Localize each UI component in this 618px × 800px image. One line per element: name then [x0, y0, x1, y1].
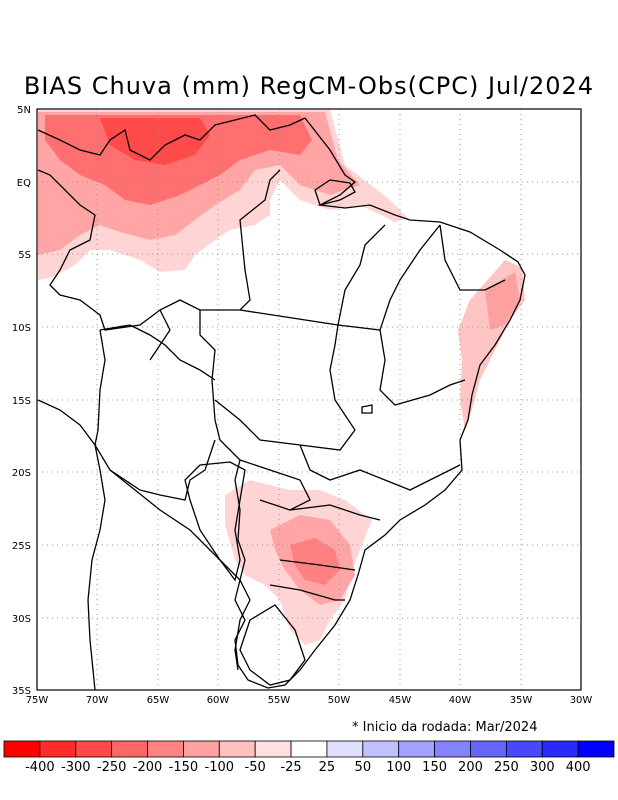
brazil-west-border: [37, 169, 246, 666]
lat-tick: 5S: [18, 250, 31, 261]
lat-tick: 30S: [12, 614, 31, 625]
colorbar-swatch: [577, 740, 615, 758]
state-border-6: [439, 224, 506, 291]
lat-tick: 15S: [12, 396, 31, 407]
state-border-7: [299, 444, 461, 491]
lon-tick: 65W: [147, 695, 170, 706]
state-border-10: [279, 559, 356, 571]
colorbar-label: 200: [458, 760, 483, 775]
colorbar-swatch: [39, 740, 77, 758]
state-border-11: [269, 584, 345, 601]
brazil-north-border: [37, 114, 306, 161]
colorbar-labels: -400 -300 -250 -200 -150 -100 -50 -25 25 50 100 150…: [25, 760, 590, 775]
state-border-4: [337, 224, 441, 331]
colorbar-label: -150: [169, 760, 199, 775]
lat-tick: 25S: [12, 541, 31, 552]
colorbar-swatch: [75, 740, 113, 758]
colorbar-swatch: [254, 740, 292, 758]
state-border-13: [149, 309, 171, 361]
paraguay-border: [184, 461, 246, 582]
country-borders: [37, 114, 526, 691]
bias-shading: [38, 110, 525, 645]
north-strongest-region: [100, 118, 210, 165]
colorbar-swatch: [434, 740, 471, 758]
colorbar-label: 25: [319, 760, 336, 775]
map-frame: [36, 108, 582, 691]
note-marker: *: [352, 720, 359, 735]
lon-tick: 55W: [268, 695, 291, 706]
lat-tick: 20S: [12, 468, 31, 479]
marajo-island: [314, 179, 356, 206]
state-border-12: [99, 324, 216, 381]
lon-tick-labels: 75W 70W 65W 60W 55W 50W 45W 40W 35W 30W: [26, 695, 593, 706]
colorbar-swatch: [326, 740, 364, 758]
lon-tick: 40W: [449, 695, 472, 706]
lat-tick: 10S: [12, 323, 31, 334]
lon-tick: 70W: [86, 695, 109, 706]
state-border-2: [239, 224, 386, 326]
colorbar-label: 100: [386, 760, 411, 775]
colorbar-label: 150: [422, 760, 447, 775]
colorbar-swatch: [111, 740, 148, 758]
bolivia-border: [94, 329, 216, 501]
lon-tick: 75W: [26, 695, 49, 706]
colorbar-swatch: [147, 740, 184, 758]
lon-tick: 50W: [328, 695, 351, 706]
colorbar-swatch: [541, 740, 579, 758]
lon-tick: 60W: [207, 695, 230, 706]
brazil-coastline: [237, 117, 526, 689]
colorbar-swatch: [398, 740, 435, 758]
lat-tick: 5N: [17, 105, 31, 116]
east-coast-medium: [485, 272, 520, 330]
state-border-9: [289, 504, 381, 521]
colorbar-label: -400: [25, 760, 55, 775]
map-title: BIAS Chuva (mm) RegCM-Obs(CPC) Jul/2024: [23, 72, 595, 100]
colorbar-label: -25: [280, 760, 301, 775]
state-border-3: [214, 324, 356, 451]
colorbar-swatch: [470, 740, 507, 758]
colorbar-label: -250: [97, 760, 127, 775]
colorbar-swatch: [3, 740, 41, 758]
colorbar-label: -50: [245, 760, 266, 775]
colorbar-swatch: [290, 740, 328, 758]
lat-tick: 35S: [12, 686, 31, 697]
colorbar-label: 400: [566, 760, 591, 775]
colorbar-label: -100: [205, 760, 235, 775]
argentina-border: [109, 469, 251, 671]
state-border-5: [379, 329, 466, 406]
colorbar-swatch: [218, 740, 256, 758]
state-border-8: [239, 459, 311, 511]
colorbar-label: 50: [355, 760, 372, 775]
run-start-note: * Inicio da rodada: Mar/2024: [352, 720, 537, 735]
lon-tick: 30W: [570, 695, 593, 706]
lat-tick: EQ: [17, 178, 31, 189]
colorbar-label: 250: [494, 760, 519, 775]
state-border-1: [200, 169, 281, 311]
colorbar-swatch: [505, 740, 543, 758]
uruguay-border: [239, 604, 306, 686]
colorbar-label: -300: [61, 760, 91, 775]
peru-border: [37, 399, 106, 691]
note-text: Inicio da rodada: Mar/2024: [362, 720, 538, 735]
df-border: [361, 404, 373, 414]
lon-tick: 45W: [389, 695, 412, 706]
south-strong-region: [290, 538, 340, 585]
colorbar: [3, 740, 615, 758]
lat-tick-labels: 5N EQ 5S 10S 15S 20S 25S 30S 35S: [12, 105, 31, 697]
colorbar-swatch: [362, 740, 400, 758]
lon-tick: 35W: [510, 695, 533, 706]
colorbar-label: 300: [530, 760, 555, 775]
colorbar-label: -200: [133, 760, 163, 775]
colorbar-swatch: [183, 740, 220, 758]
